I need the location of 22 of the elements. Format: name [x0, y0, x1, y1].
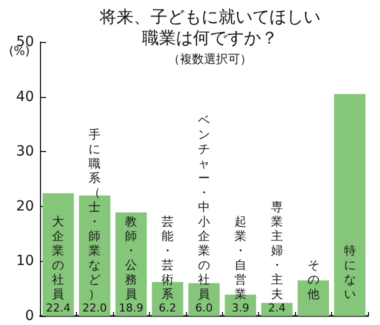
- x-tick-label: 大企業の社員: [52, 214, 64, 301]
- y-tick-label: 20: [16, 198, 34, 214]
- y-tick-label: 0: [25, 308, 34, 324]
- text: （複数選択可）: [168, 52, 252, 66]
- bar: [334, 94, 366, 316]
- data-label: 6.0: [195, 302, 213, 314]
- category-label: ベンチャー・中小企業の社員: [198, 112, 210, 301]
- data-label: 3.9: [232, 302, 250, 314]
- data-label: 22.4: [46, 302, 70, 314]
- y-tick-label: 40: [16, 88, 34, 105]
- chart-title: 将来、子どもに就いてほしい職業は何ですか？: [98, 8, 320, 48]
- x-tick-label: 専業主婦・主夫: [270, 200, 283, 301]
- data-label: 6.2: [158, 302, 176, 314]
- data-label: 22.0: [82, 302, 107, 314]
- y-tick-label: 10: [16, 253, 34, 270]
- data-label: 2.4: [268, 302, 286, 314]
- x-tick-label: 特にない: [344, 243, 356, 301]
- category-label: 手に職系（士・師業など）: [88, 127, 101, 301]
- y-tick-label: 30: [16, 144, 34, 160]
- bar: [42, 193, 74, 316]
- x-tick-label: 教師・公務員: [125, 214, 138, 301]
- data-label: 18.9: [118, 302, 144, 314]
